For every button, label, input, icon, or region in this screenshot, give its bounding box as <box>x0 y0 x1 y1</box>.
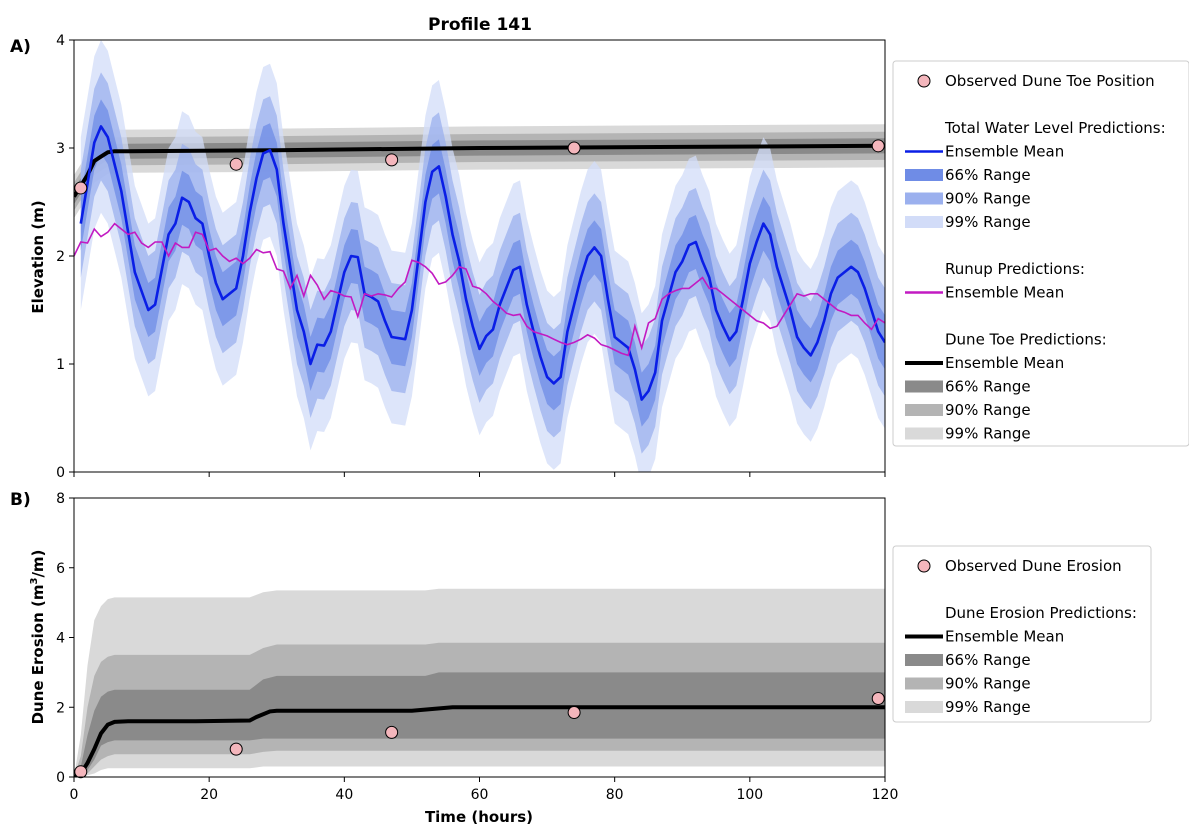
panel-a-legend-swatch <box>905 380 943 393</box>
panel-a-legend-label: Ensemble Mean <box>945 284 1064 302</box>
panel-a-legend-marker <box>917 74 931 88</box>
panel-b-y-tick-label: 8 <box>56 491 65 507</box>
twl-band-90 <box>80 72 885 454</box>
panel-a-legend-frame <box>892 60 1189 447</box>
panel-a-legend-label: 90% Range <box>945 401 1031 419</box>
panel-b-legend-frame <box>892 545 1152 723</box>
panel-b-legend-swatch <box>905 701 943 713</box>
panel-b-legend-label: 66% Range <box>945 651 1031 669</box>
twl-mean-line <box>79 125 885 401</box>
observed-dune-toe-point <box>229 157 243 171</box>
runup-mean-line <box>74 222 885 357</box>
panel-a-y-tick-label: 2 <box>56 249 65 265</box>
panel-b-data <box>74 588 885 777</box>
panel-b-x-tick-label: 0 <box>70 787 79 803</box>
panel-b-label: B) <box>10 490 31 510</box>
panel-b-x-tick-label: 80 <box>606 787 624 803</box>
panel-b-x-tick-label: 120 <box>872 787 899 803</box>
panel-b-legend-label: 99% Range <box>945 698 1031 716</box>
twl-band-99 <box>80 40 885 472</box>
panel-a-legend-swatch <box>905 192 943 205</box>
panel-b-x-tick-label: 20 <box>200 787 218 803</box>
panel-a-y-tick-label: 0 <box>56 465 65 481</box>
figure-title: Profile 141 <box>428 15 532 35</box>
panel-a-legend-swatch <box>905 216 943 228</box>
panel-b-y-tick-label: 0 <box>56 770 65 786</box>
observed-dune-toe-point <box>385 153 399 167</box>
observed-dune-erosion-point <box>74 765 88 779</box>
panel-b-legend-swatch <box>905 677 943 690</box>
panel-a-legend-label: Total Water Level Predictions: <box>944 119 1166 137</box>
observed-dune-erosion-point <box>871 692 885 706</box>
panel-a-legend-label: Runup Predictions: <box>945 260 1085 278</box>
panel-a-legend-label: 99% Range <box>945 425 1031 443</box>
panel-b-y-tick-label: 4 <box>56 631 65 647</box>
panel-b-legend-marker <box>917 559 931 573</box>
observed-dune-erosion-point <box>385 725 399 739</box>
panel-b-y-axis-label: Dune Erosion (m3/m) <box>29 550 47 725</box>
observed-dune-toe-point <box>74 181 88 195</box>
panel-a-legend-label: Ensemble Mean <box>945 354 1064 372</box>
panel-a-legend-swatch <box>905 427 943 440</box>
panel-a-data <box>74 40 885 472</box>
panel-b-legend-label: 90% Range <box>945 675 1031 693</box>
panel-a-legend-label: 66% Range <box>945 378 1031 396</box>
panel-a-legend-label: Dune Toe Predictions: <box>945 331 1107 349</box>
panel-a-legend: Observed Dune Toe Position Total Water Le… <box>892 60 1189 447</box>
panel-b-x-axis-label: Time (hours) <box>425 808 533 825</box>
panel-a-legend-label: Observed Dune Toe Position <box>945 72 1155 90</box>
panel-a-y-tick-label: 1 <box>56 357 65 373</box>
panel-a-legend-swatch <box>905 404 943 416</box>
panel-b-y-tick-label: 6 <box>56 561 65 577</box>
panel-b-legend-label: Dune Erosion Predictions: <box>945 604 1137 622</box>
panel-a-y-tick-label: 3 <box>56 141 65 157</box>
erosion-mean-line <box>74 705 885 777</box>
panel-b-plot: 0 20 40 60 80 100 120 0 2 4 6 8 <box>56 491 898 803</box>
observed-dune-erosion-point <box>567 705 581 719</box>
panel-a-legend-label: 99% Range <box>945 213 1031 231</box>
panel-a-legend-label: Ensemble Mean <box>945 143 1064 161</box>
observed-dune-erosion-point <box>229 742 243 756</box>
panel-a-label: A) <box>10 37 31 57</box>
panel-b-x-tick-label: 60 <box>471 787 489 803</box>
panel-b-legend: Observed Dune Erosion Dune Erosion Predic… <box>892 545 1152 723</box>
panel-b-y-tick-label: 2 <box>56 700 65 716</box>
observed-dune-toe-point <box>871 139 885 153</box>
panel-b-x-tick-label: 40 <box>335 787 353 803</box>
panel-a-legend-swatch <box>905 169 943 181</box>
panel-b-legend-label: Observed Dune Erosion <box>945 557 1122 575</box>
panel-a-y-tick-label: 4 <box>56 33 65 49</box>
panel-b-x-tick-label: 100 <box>736 787 763 803</box>
panel-a-legend-label: 66% Range <box>945 166 1031 184</box>
panel-a-legend-label: 90% Range <box>945 190 1031 208</box>
panel-a-y-axis-label: Elevation (m) <box>29 200 47 313</box>
panel-a-plot: 0 1 2 3 4 <box>56 33 886 481</box>
panel-b-legend-label: Ensemble Mean <box>945 628 1064 646</box>
erosion-band-66 <box>74 672 885 777</box>
observed-dune-toe-point <box>567 141 581 155</box>
panel-b-legend-swatch <box>905 654 943 666</box>
